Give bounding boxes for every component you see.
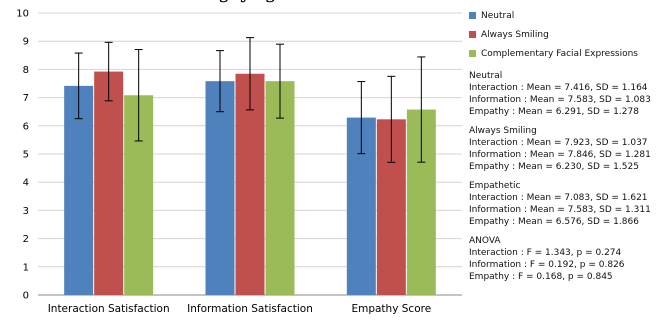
error-bars <box>74 37 426 163</box>
y-tick-label: 3 <box>23 206 29 217</box>
y-tick-label: 1 <box>23 262 29 273</box>
y-tick-label: 6 <box>23 121 29 132</box>
x-category-label: Information Satisfaction <box>187 303 313 315</box>
stats-panel: Neutral Interaction : Mean = 7.416, SD = … <box>469 70 669 283</box>
stat-line: Information : Mean = 7.846, SD = 1.281 <box>469 150 651 160</box>
stat-heading: ANOVA <box>469 236 501 246</box>
bars <box>64 71 436 296</box>
stat-line: Information : Mean = 7.583, SD = 1.311 <box>469 205 651 215</box>
y-tick-label: 8 <box>23 65 29 76</box>
legend-and-stats: Neutral Always Smiling Complementary Facia… <box>469 6 669 283</box>
bar <box>205 81 235 296</box>
legend-swatch <box>469 50 476 57</box>
stat-line: Empathy : Mean = 6.230, SD = 1.525 <box>469 162 639 172</box>
stat-heading: Empathetic <box>469 181 521 191</box>
stat-line: Empathy : Mean = 6.576, SD = 1.866 <box>469 217 639 227</box>
stat-line: Interaction : Mean = 7.083, SD = 1.621 <box>469 193 648 203</box>
y-tick-label: 4 <box>23 178 29 189</box>
y-tick-label: 2 <box>23 234 29 245</box>
stat-line: Information : Mean = 7.583, SD = 1.083 <box>469 95 651 105</box>
stat-block: Empathetic Interaction : Mean = 7.083, SD… <box>469 180 669 228</box>
y-tick-label: 10 <box>16 9 29 20</box>
stat-line: Interaction : Mean = 7.923, SD = 1.037 <box>469 138 648 148</box>
bar <box>235 73 265 295</box>
stat-heading: Neutral <box>469 71 503 81</box>
stat-line: Empathy : F = 0.168, p = 0.845 <box>469 272 613 282</box>
legend-item: Neutral <box>469 6 669 25</box>
y-tick-label: 9 <box>23 37 29 48</box>
legend-label: Always Smiling <box>481 29 549 40</box>
stat-line: Empathy : Mean = 6.291, SD = 1.278 <box>469 107 639 117</box>
stat-block: Always Smiling Interaction : Mean = 7.923… <box>469 125 669 173</box>
y-tick-label: 5 <box>23 150 29 161</box>
stat-block: ANOVA Interaction : F = 1.343, p = 0.274 I… <box>469 235 669 283</box>
y-tick-label: 7 <box>23 93 29 104</box>
legend-label: Complementary Facial Expressions <box>481 48 638 59</box>
stat-block: Neutral Interaction : Mean = 7.416, SD = … <box>469 70 669 118</box>
bar <box>94 71 124 295</box>
x-category-label: Empathy Score <box>351 303 431 315</box>
bar <box>64 85 94 295</box>
axis-labels: 0 1 2 3 4 5 6 7 8 9 10 Interaction Satisfaction Info… <box>16 9 431 316</box>
x-category-label: Interaction Satisfaction <box>48 303 170 315</box>
legend-item: Always Smiling <box>469 25 669 44</box>
stat-line: Interaction : Mean = 7.416, SD = 1.164 <box>469 83 648 93</box>
legend-item: Complementary Facial Expressions <box>469 44 669 63</box>
legend-label: Neutral <box>481 10 515 21</box>
legend-swatch <box>469 31 476 38</box>
y-tick-label: 0 <box>23 291 29 302</box>
legend-swatch <box>469 12 476 19</box>
stat-heading: Always Smiling <box>469 126 537 136</box>
stat-line: Information : F = 0.192, p = 0.826 <box>469 260 625 270</box>
stat-line: Interaction : F = 1.343, p = 0.274 <box>469 248 622 258</box>
legend: Neutral Always Smiling Complementary Facia… <box>469 6 669 63</box>
partial-title: ngryng <box>205 0 277 3</box>
